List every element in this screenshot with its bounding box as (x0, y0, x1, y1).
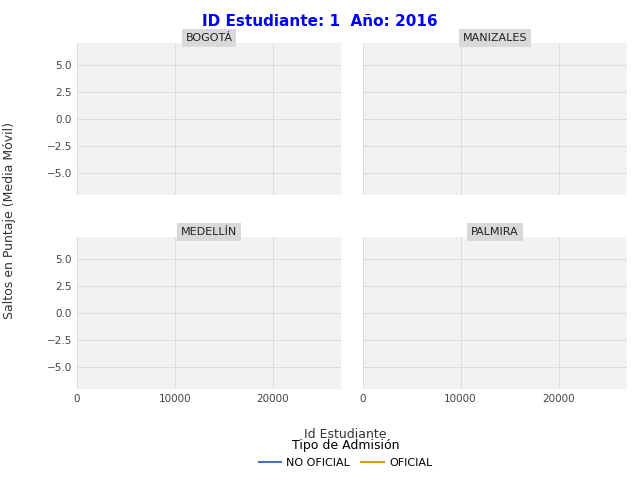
Text: Saltos en Puntaje (Media Móvil): Saltos en Puntaje (Media Móvil) (3, 122, 16, 319)
Title: MEDELLÍN: MEDELLÍN (181, 227, 237, 237)
Text: Id Estudiante: Id Estudiante (305, 428, 387, 441)
Text: ID Estudiante: 1  Año: 2016: ID Estudiante: 1 Año: 2016 (202, 14, 438, 29)
Title: MANIZALES: MANIZALES (463, 33, 527, 43)
Title: PALMIRA: PALMIRA (471, 227, 518, 237)
Title: BOGOTÁ: BOGOTÁ (186, 33, 232, 43)
Legend: NO OFICIAL, OFICIAL: NO OFICIAL, OFICIAL (254, 434, 437, 472)
